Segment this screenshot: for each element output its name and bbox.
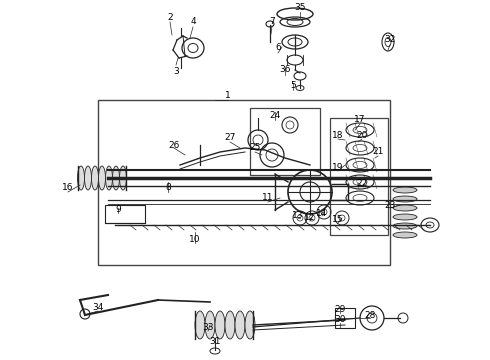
Text: 30: 30 — [334, 315, 346, 324]
Text: 4: 4 — [190, 18, 196, 27]
Text: 32: 32 — [384, 36, 396, 45]
Text: 10: 10 — [189, 235, 201, 244]
Text: 22: 22 — [356, 179, 368, 188]
Text: 7: 7 — [269, 18, 275, 27]
Text: 13: 13 — [292, 211, 304, 220]
Text: 11: 11 — [262, 194, 274, 202]
Ellipse shape — [105, 166, 113, 190]
Text: 34: 34 — [92, 303, 104, 312]
Text: 24: 24 — [270, 111, 281, 120]
Text: 6: 6 — [275, 44, 281, 53]
Bar — [335, 308, 355, 328]
Text: 3: 3 — [173, 68, 179, 77]
Text: 5: 5 — [290, 81, 296, 90]
Text: 1: 1 — [225, 90, 231, 99]
Ellipse shape — [393, 214, 417, 220]
Text: 27: 27 — [224, 134, 236, 143]
Ellipse shape — [195, 311, 205, 339]
Ellipse shape — [215, 311, 225, 339]
Text: 18: 18 — [332, 130, 344, 139]
Text: 25: 25 — [249, 144, 261, 153]
Ellipse shape — [393, 223, 417, 229]
Text: 19: 19 — [332, 163, 344, 172]
Text: 20: 20 — [356, 130, 368, 139]
Ellipse shape — [393, 196, 417, 202]
Bar — [105, 205, 145, 223]
Text: 36: 36 — [279, 66, 291, 75]
Bar — [98, 100, 390, 265]
Ellipse shape — [225, 311, 235, 339]
Text: 26: 26 — [168, 140, 180, 149]
Ellipse shape — [393, 205, 417, 211]
Text: 33: 33 — [202, 324, 214, 333]
Ellipse shape — [235, 311, 245, 339]
Ellipse shape — [393, 187, 417, 193]
Ellipse shape — [92, 166, 98, 190]
Text: 12: 12 — [304, 213, 316, 222]
Bar — [250, 108, 320, 175]
Text: 17: 17 — [354, 116, 366, 125]
Ellipse shape — [84, 166, 92, 190]
Text: 23: 23 — [384, 201, 396, 210]
Text: 16: 16 — [62, 184, 74, 193]
Ellipse shape — [113, 166, 120, 190]
Text: 21: 21 — [372, 148, 384, 157]
Ellipse shape — [245, 311, 255, 339]
Ellipse shape — [77, 166, 84, 190]
Text: 28: 28 — [364, 310, 376, 320]
Text: 29: 29 — [334, 306, 345, 315]
Ellipse shape — [120, 166, 126, 190]
Text: 14: 14 — [317, 208, 328, 217]
Text: 15: 15 — [332, 216, 344, 225]
Ellipse shape — [205, 311, 215, 339]
Text: 35: 35 — [294, 4, 306, 13]
Ellipse shape — [98, 166, 105, 190]
Text: 8: 8 — [165, 184, 171, 193]
Text: 2: 2 — [167, 13, 173, 22]
Text: 31: 31 — [209, 338, 221, 346]
Ellipse shape — [393, 232, 417, 238]
Text: 9: 9 — [115, 206, 121, 215]
Bar — [330, 118, 388, 235]
